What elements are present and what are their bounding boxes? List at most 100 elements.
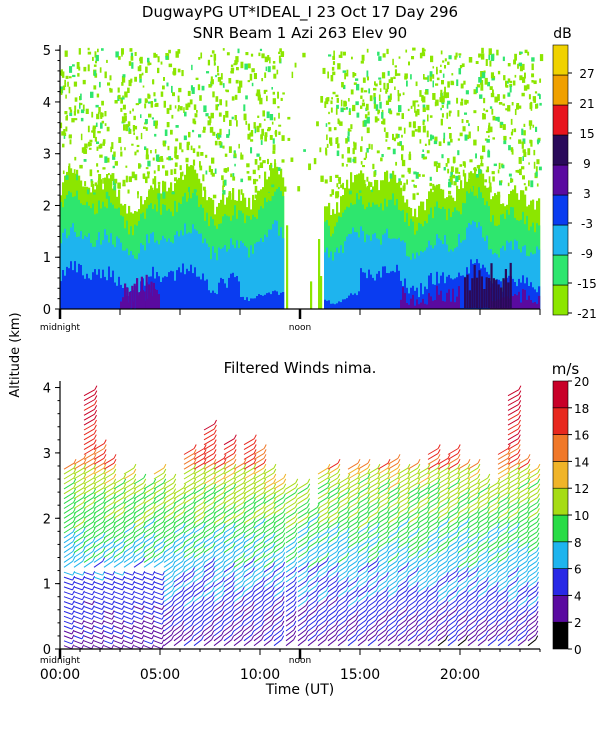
- wind-barb: [223, 639, 233, 647]
- wind-barb-flag: [191, 601, 195, 606]
- snr-cell: [274, 220, 277, 309]
- wind-barb: [357, 619, 367, 627]
- wind-barb: [223, 580, 233, 588]
- wind-barb: [407, 604, 417, 612]
- snr-cell: [490, 92, 495, 98]
- snr-cell: [498, 102, 503, 105]
- snr-cell: [459, 132, 463, 137]
- wind-barb: [113, 536, 124, 544]
- snr-colorbar-unit: dB: [553, 26, 572, 42]
- snr-cell: [356, 112, 360, 118]
- wind-barb: [387, 575, 397, 583]
- wind-barb: [407, 482, 418, 490]
- wind-barb-flag: [416, 571, 419, 577]
- wind-barb: [143, 606, 153, 610]
- wind-barb: [297, 492, 308, 500]
- wind-barb-flag: [253, 454, 257, 459]
- wind-barb-flag: [316, 566, 320, 572]
- snr-cell: [78, 48, 81, 55]
- wind-barb-flag: [152, 527, 156, 533]
- wind-barb: [213, 595, 223, 603]
- snr-cell: [166, 108, 170, 114]
- wind-barb-flag: [306, 527, 310, 533]
- wind-barb: [337, 609, 347, 617]
- wind-barb: [93, 516, 104, 524]
- wind-barb: [193, 600, 203, 607]
- wind-barb: [183, 604, 193, 612]
- wind-barb: [307, 511, 318, 519]
- wind-barb-flag: [283, 498, 286, 503]
- snr-cell: [468, 223, 471, 309]
- wind-barb: [417, 604, 427, 612]
- wind-barb: [103, 472, 115, 480]
- wind-barb-flag: [203, 478, 207, 484]
- wind-barb-flag: [336, 537, 340, 542]
- wind-barb: [327, 462, 339, 470]
- snr-cell: [521, 92, 525, 97]
- snr-cell: [89, 139, 93, 143]
- snr-cell: [493, 163, 497, 167]
- wind-barb: [307, 531, 318, 539]
- wind-barb-flag: [72, 552, 76, 557]
- snr-cell: [414, 290, 417, 309]
- wind-barb-flag: [293, 625, 297, 631]
- snr-cell: [137, 193, 139, 199]
- snr-cell: [92, 125, 97, 129]
- wind-barb: [73, 645, 82, 650]
- wind-barb: [63, 467, 75, 475]
- wind-barb: [357, 497, 368, 505]
- wind-barb: [387, 492, 398, 500]
- wind-barb-flag: [173, 483, 177, 489]
- wind-barb: [377, 541, 388, 549]
- wind-barb: [63, 477, 75, 485]
- snr-cell: [131, 171, 135, 179]
- wind-barb: [153, 536, 164, 544]
- wind-barb-flag: [231, 581, 235, 587]
- wind-barb-flag: [336, 517, 340, 523]
- wind-barb: [193, 624, 203, 632]
- wind-barb-flag: [386, 557, 390, 562]
- wind-barb: [173, 590, 183, 598]
- snr-cell: [505, 84, 509, 88]
- snr-cell: [422, 298, 425, 309]
- snr-cell: [264, 89, 268, 92]
- wind-barb: [337, 619, 347, 627]
- wind-barb-flag: [222, 517, 226, 523]
- snr-cell: [453, 181, 457, 186]
- wind-barb: [407, 472, 419, 480]
- snr-cell: [454, 302, 457, 309]
- snr-cell: [245, 95, 248, 100]
- wind-barb: [327, 541, 338, 549]
- snr-cell: [134, 174, 138, 181]
- wind-barb-flag: [102, 517, 106, 523]
- wind-barb: [297, 600, 307, 607]
- snr-cell: [282, 292, 285, 309]
- snr-cell: [250, 147, 253, 154]
- snr-cell: [217, 77, 222, 82]
- wind-barb-flag: [305, 596, 309, 601]
- snr-cell: [342, 182, 344, 190]
- wind-barb-flag: [223, 468, 227, 474]
- snr-cell: [373, 93, 376, 100]
- wind-barb: [113, 482, 124, 490]
- snr-cell: [112, 165, 115, 169]
- snr-cell: [93, 85, 97, 90]
- wind-barb: [357, 521, 368, 529]
- snr-cell: [329, 194, 333, 197]
- snr-cell: [214, 140, 218, 146]
- wind-barb: [243, 565, 253, 573]
- y-tick-label: 3: [43, 148, 51, 163]
- snr-cell: [127, 121, 131, 127]
- wind-barb: [263, 570, 273, 578]
- wind-barb: [387, 472, 399, 480]
- snr-cell: [80, 93, 82, 101]
- wind-barb-flag: [141, 644, 145, 649]
- snr-cell: [68, 134, 72, 139]
- wind-barb: [133, 477, 145, 485]
- snr-cell: [436, 66, 438, 72]
- wind-barb: [173, 551, 184, 558]
- wind-barb-flag: [73, 468, 77, 474]
- snr-cell: [252, 169, 256, 175]
- wind-barb: [113, 576, 123, 581]
- wind-barb-flag: [141, 615, 145, 620]
